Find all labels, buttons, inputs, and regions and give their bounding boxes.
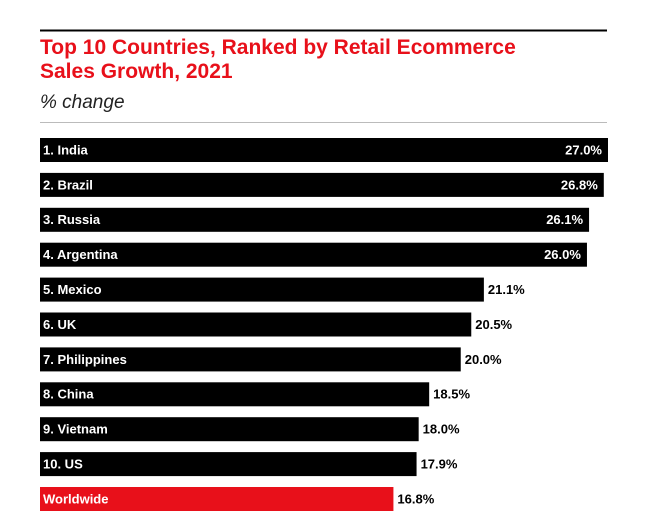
- value-label: 26.8%: [561, 177, 598, 192]
- category-label: 10. US: [43, 457, 83, 472]
- bar: [40, 347, 461, 372]
- category-label: 6. UK: [43, 317, 77, 332]
- value-label: 17.9%: [421, 457, 458, 472]
- value-label: 20.5%: [475, 317, 512, 332]
- chart-title: Top 10 Countries, Ranked by Retail Ecomm…: [40, 36, 516, 83]
- bar: [40, 382, 430, 407]
- category-label: 5. Mexico: [43, 282, 102, 297]
- value-label: 18.0%: [423, 422, 460, 437]
- category-label: 9. Vietnam: [43, 422, 108, 437]
- bar: [40, 172, 604, 197]
- value-label: 20.0%: [465, 352, 502, 367]
- category-label: Worldwide: [43, 491, 108, 506]
- value-label: 26.1%: [546, 212, 583, 227]
- category-label: 3. Russia: [43, 212, 101, 227]
- category-label: 7. Philippines: [43, 352, 127, 367]
- value-label: 16.8%: [397, 491, 434, 506]
- bar: [40, 138, 608, 162]
- category-label: 4. Argentina: [43, 247, 118, 262]
- bar: [40, 277, 484, 302]
- value-label: 21.1%: [488, 282, 525, 297]
- value-label: 26.0%: [544, 247, 581, 262]
- bar: [40, 242, 587, 267]
- category-label: 2. Brazil: [43, 177, 93, 192]
- category-label: 8. China: [43, 387, 94, 402]
- bar: [40, 417, 419, 442]
- bar: [40, 207, 590, 232]
- value-label: 18.5%: [433, 387, 470, 402]
- bar: [40, 452, 417, 477]
- chart-subtitle: % change: [40, 92, 125, 113]
- bar: [40, 312, 472, 337]
- bar: [40, 487, 394, 511]
- value-label: 27.0%: [565, 142, 602, 157]
- category-label: 1. India: [43, 142, 89, 157]
